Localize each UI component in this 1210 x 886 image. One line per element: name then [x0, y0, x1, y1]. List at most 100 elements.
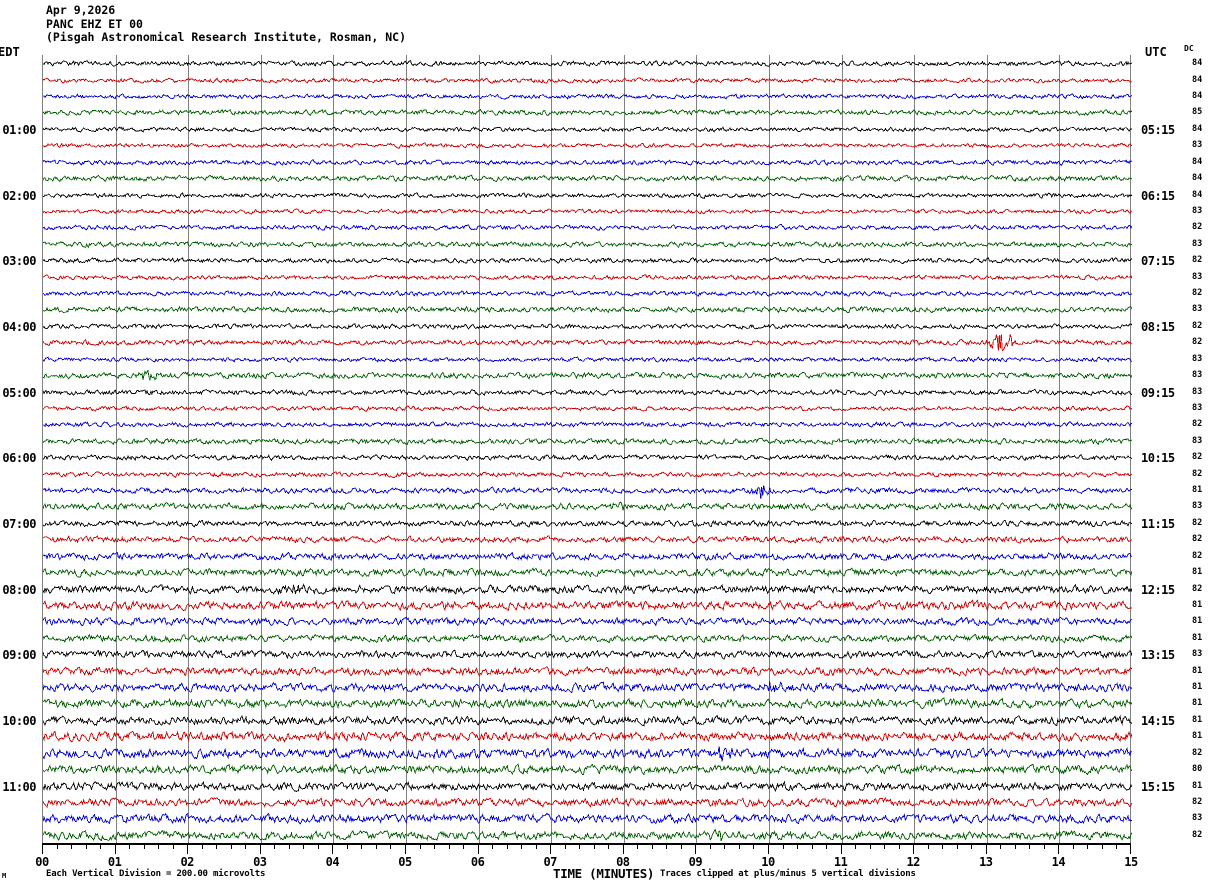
axis-tick-minor [506, 843, 508, 849]
corner-mark: M [2, 872, 7, 880]
dc-value: 82 [1192, 222, 1203, 233]
seismic-trace [43, 388, 1132, 396]
axis-tick-minor [172, 843, 174, 849]
dc-value: 82 [1192, 517, 1203, 528]
hour-label-utc: 07:15 [1141, 254, 1175, 269]
seismic-trace [43, 763, 1132, 776]
x-axis-tick-label: 08 [616, 855, 630, 869]
seismic-trace [43, 551, 1132, 561]
grid-line-minute-10 [769, 55, 770, 843]
seismic-trace [43, 224, 1132, 232]
axis-tick-minor [564, 843, 566, 849]
dc-value: 83 [1192, 205, 1203, 216]
dc-value: 81 [1192, 698, 1203, 709]
x-axis-tick-label: 15 [1124, 855, 1138, 869]
dc-value: 82 [1192, 288, 1203, 299]
hour-label-edt: 02:00 [2, 188, 36, 203]
seismic-trace [43, 535, 1132, 545]
dc-value: 84 [1192, 58, 1203, 69]
axis-tick-minor [1101, 843, 1103, 849]
axis-tick-minor [898, 843, 900, 849]
axis-tick-minor [869, 843, 871, 849]
dc-value: 84 [1192, 74, 1203, 85]
header-station: PANC EHZ ET 00 [46, 16, 143, 31]
dc-value: 82 [1192, 550, 1203, 561]
dc-value: 81 [1192, 780, 1203, 791]
seismic-trace [43, 334, 1132, 352]
x-axis-tick-label: 11 [833, 855, 848, 869]
grid-line-minute-7 [551, 55, 553, 843]
seismic-trace [43, 453, 1132, 462]
axis-tick-minor [651, 843, 653, 849]
axis-baseline [42, 843, 1131, 845]
dc-value: 83 [1192, 370, 1203, 381]
seismic-trace [43, 681, 1132, 694]
dc-value: 81 [1192, 567, 1203, 578]
axis-tick-minor [680, 843, 682, 849]
x-axis-tick-label: 07 [543, 855, 557, 869]
grid-line-minute-9 [696, 55, 698, 843]
grid-line-minute-13 [986, 55, 988, 843]
grid-line-minute-2 [188, 55, 190, 843]
axis-tick-minor [1087, 843, 1089, 849]
seismic-trace [43, 421, 1132, 429]
hour-label-utc: 14:15 [1141, 713, 1175, 728]
hour-label-edt: 03:00 [2, 254, 36, 269]
seismic-trace [43, 501, 1132, 512]
seismic-trace [43, 746, 1132, 762]
dc-value: 84 [1192, 189, 1203, 200]
dc-value: 82 [1192, 534, 1203, 545]
axis-tick-minor [927, 843, 929, 849]
x-axis-tick-label: 10 [761, 855, 775, 869]
axis-tick-major [1058, 843, 1060, 854]
axis-tick-minor [448, 843, 450, 849]
axis-tick-major [550, 843, 552, 854]
axis-tick-minor [303, 843, 305, 849]
time-axis [42, 843, 1131, 855]
x-axis-title: TIME (MINUTES) [553, 866, 655, 881]
hour-label-utc: 05:15 [1141, 122, 1175, 137]
axis-tick-minor [158, 843, 160, 849]
dc-value: 82 [1192, 452, 1203, 463]
seismic-trace [43, 322, 1132, 330]
dc-value: 82 [1192, 747, 1203, 758]
axis-tick-minor [724, 843, 726, 849]
dc-value: 80 [1192, 764, 1203, 775]
seismic-trace [43, 355, 1132, 363]
hour-label-edt: 09:00 [2, 648, 36, 663]
grid-line-minute-3 [260, 55, 262, 843]
grid-line-minute-14 [1059, 55, 1061, 843]
x-axis-tick-label: 12 [906, 855, 920, 869]
helicorder-plot[interactable] [42, 55, 1132, 843]
dc-value: 82 [1192, 419, 1203, 430]
axis-tick-major [622, 843, 624, 854]
seismic-trace [43, 813, 1132, 825]
x-axis-tick-label: 01 [107, 855, 122, 869]
axis-tick-minor [129, 843, 131, 849]
axis-tick-minor [826, 843, 828, 849]
axis-tick-minor [317, 843, 319, 849]
axis-tick-major [1130, 843, 1131, 854]
dc-value: 81 [1192, 682, 1203, 693]
axis-tick-minor [738, 843, 740, 849]
seismic-trace [43, 665, 1132, 677]
hour-label-utc: 09:15 [1141, 385, 1175, 400]
hour-label-edt: 10:00 [2, 713, 36, 728]
hour-label-edt: 08:00 [2, 582, 36, 597]
dc-value: 81 [1192, 599, 1203, 610]
seismic-trace [43, 485, 1132, 499]
axis-tick-minor [434, 843, 436, 849]
x-axis-tick-label: 02 [180, 855, 194, 869]
seismic-trace [43, 142, 1132, 149]
dc-value: 82 [1192, 468, 1203, 479]
dc-value: 83 [1192, 435, 1203, 446]
grid-line-minute-11 [841, 55, 843, 843]
hour-label-edt: 05:00 [2, 385, 36, 400]
dc-value: 82 [1192, 583, 1203, 594]
axis-tick-major [42, 843, 43, 854]
seismic-trace [43, 649, 1132, 660]
axis-tick-minor [274, 843, 276, 849]
axis-tick-major [332, 843, 334, 854]
dc-value: 83 [1192, 813, 1203, 824]
hour-label-edt: 04:00 [2, 319, 36, 334]
